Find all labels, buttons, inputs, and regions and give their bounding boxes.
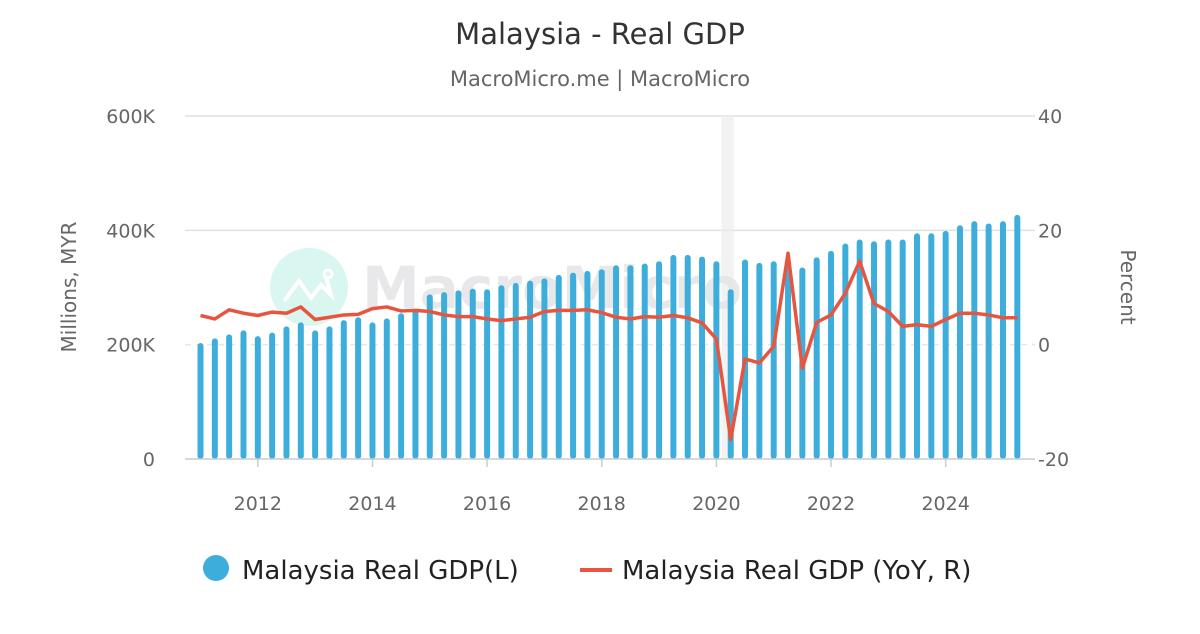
x-tick-label: 2020	[692, 493, 740, 515]
watermark-logo-line	[282, 276, 335, 303]
y-left-tick-label: 400K	[106, 220, 155, 242]
x-tick-label: 2014	[348, 493, 396, 515]
bar	[498, 285, 505, 459]
bar	[956, 225, 963, 459]
x-tick-label: 2022	[807, 493, 855, 515]
bar	[570, 272, 577, 459]
yoy-line	[200, 251, 1018, 442]
bar	[312, 330, 319, 459]
bar	[942, 230, 949, 459]
bar	[770, 261, 777, 459]
bar	[484, 289, 491, 459]
bar	[828, 250, 835, 459]
bar	[527, 280, 534, 459]
x-tick-label: 2018	[578, 493, 626, 515]
bar	[197, 342, 204, 459]
bar	[455, 290, 462, 459]
bar	[426, 294, 433, 459]
bar	[699, 256, 706, 459]
bar	[598, 269, 605, 459]
legend-bar-icon	[203, 555, 229, 581]
chart-title: Malaysia - Real GDP	[455, 17, 745, 51]
grid	[185, 115, 1035, 346]
legend-label-yoy: Malaysia Real GDP (YoY, R)	[622, 556, 971, 586]
axes: 0 200K 400K 600K -20 0 20 40 2012 2014 2016 2018 202…	[106, 106, 1069, 515]
bar	[226, 334, 233, 459]
bar	[383, 318, 390, 459]
bar	[211, 338, 218, 459]
bar	[355, 317, 362, 459]
y-right-tick-label: 0	[1038, 335, 1050, 357]
bar	[727, 289, 734, 459]
bar	[684, 254, 691, 459]
bar	[398, 313, 405, 459]
bar	[856, 239, 863, 459]
bar	[914, 233, 920, 459]
bar	[254, 336, 261, 459]
bar	[813, 257, 820, 459]
y-left-tick-label: 200K	[106, 335, 155, 357]
y-right-tick-label: 20	[1038, 220, 1062, 242]
bar	[656, 261, 663, 459]
bar	[713, 261, 720, 459]
bar	[999, 221, 1006, 459]
bar	[541, 278, 548, 459]
legend-item-yoy[interactable]: Malaysia Real GDP (YoY, R)	[580, 556, 971, 586]
bar	[512, 282, 519, 459]
bar	[613, 265, 620, 459]
bar	[326, 326, 333, 459]
bar	[340, 320, 347, 459]
bar	[297, 322, 304, 459]
x-tick-label: 2024	[921, 493, 969, 515]
bar	[641, 263, 648, 459]
bar	[269, 332, 276, 459]
bar	[985, 223, 992, 459]
bar	[555, 274, 562, 459]
bar	[899, 239, 906, 459]
watermark-logo-icon	[270, 248, 348, 326]
bar	[627, 265, 634, 459]
bar	[369, 322, 376, 459]
y-right-tick-label: -20	[1038, 449, 1069, 471]
legend-item-gdp[interactable]: Malaysia Real GDP(L)	[203, 555, 519, 586]
bar	[885, 239, 892, 459]
y-right-tick-label: 40	[1038, 106, 1062, 128]
bar	[584, 270, 591, 459]
bar	[283, 326, 290, 459]
y-left-tick-label: 0	[143, 449, 155, 471]
y-left-tick-label: 600K	[106, 106, 155, 128]
bar	[785, 264, 792, 459]
legend-label-gdp: Malaysia Real GDP(L)	[242, 556, 519, 586]
y-axis-right-title: Percent	[1116, 249, 1140, 324]
bar	[1014, 214, 1021, 459]
bar	[240, 330, 247, 459]
bar	[971, 221, 978, 459]
x-tick-label: 2012	[234, 493, 282, 515]
chart-subtitle: MacroMicro.me | MacroMicro	[450, 67, 750, 92]
bar	[469, 288, 476, 459]
bar	[871, 241, 878, 459]
bar	[842, 243, 849, 459]
bar	[928, 233, 935, 459]
watermark-logo-dot	[322, 268, 334, 280]
bar	[670, 254, 677, 459]
bar	[412, 308, 419, 459]
y-axis-left-title: Millions, MYR	[57, 221, 81, 352]
legend: Malaysia Real GDP(L) Malaysia Real GDP (…	[203, 555, 971, 586]
x-tick-label: 2016	[463, 493, 511, 515]
bar	[441, 292, 448, 459]
